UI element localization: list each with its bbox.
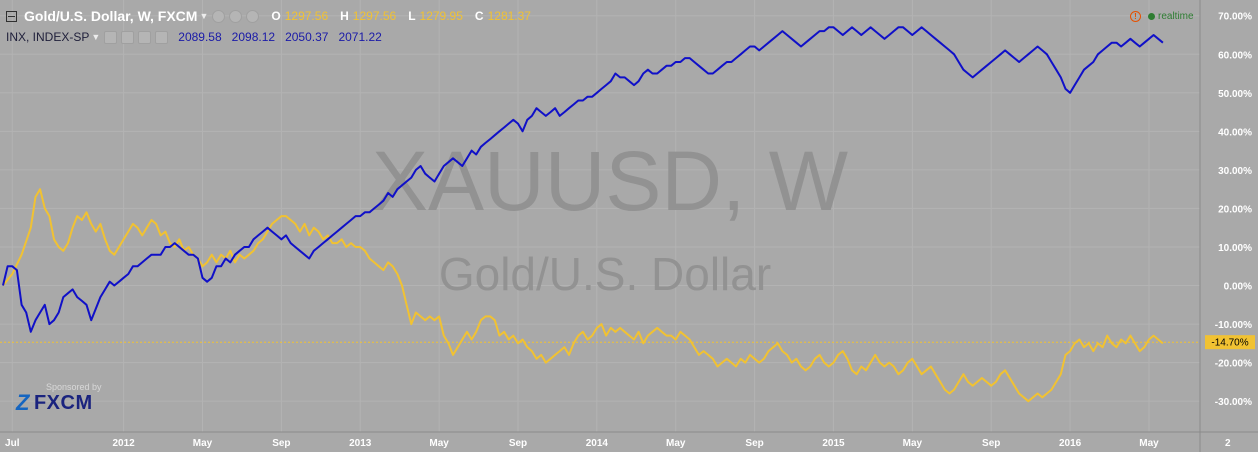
y-tick-label: 70.00% — [1218, 12, 1252, 23]
collapse-icon[interactable] — [6, 10, 17, 22]
x-tick-label: May — [429, 438, 449, 449]
settings-icon[interactable] — [229, 9, 243, 23]
x-tick-label: May — [193, 438, 213, 449]
compare-series-legend[interactable]: INX, INDEX-SP ▼ 2089.58 2098.12 2050.37 … — [6, 30, 382, 44]
y-tick-label: 10.00% — [1218, 243, 1252, 254]
eye-icon[interactable] — [212, 9, 226, 23]
compare-value-open: 2089.58 — [178, 30, 222, 44]
x-tick-label: 2014 — [586, 438, 609, 449]
y-tick-label: 60.00% — [1218, 50, 1252, 61]
x-tick-label: 2013 — [349, 438, 372, 449]
last-value-label: -14.70% — [1211, 338, 1248, 349]
x-axis[interactable]: Jul 2012 May Sep 2013 May Sep 2014 May Sep 2015 May… — [0, 431, 1258, 449]
y-tick-label: -10.00% — [1215, 320, 1252, 331]
close-label: C — [474, 9, 484, 23]
chevron-down-icon[interactable]: ▼ — [199, 11, 209, 21]
open-value: 1297.56 — [284, 9, 329, 23]
sponsor-label: Sponsored by — [46, 382, 102, 392]
more-icon[interactable] — [246, 9, 260, 23]
alert-icon[interactable]: ! — [1130, 11, 1141, 22]
watermark-symbol: XAUUSD, W — [372, 134, 848, 228]
x-tick-label: Sep — [272, 438, 290, 449]
compare-value-close: 2071.22 — [338, 30, 382, 44]
y-tick-label: 20.00% — [1218, 204, 1252, 215]
x-tick-label: Sep — [745, 438, 763, 449]
fxcm-logo-icon: Z — [16, 390, 30, 415]
close-value: 1281.37 — [487, 9, 531, 23]
x-tick-label: 2012 — [113, 438, 136, 449]
eye-icon[interactable] — [104, 30, 118, 44]
chevron-down-icon[interactable]: ▼ — [91, 32, 101, 42]
x-tick-label: May — [1139, 438, 1159, 449]
series-line-inx — [2, 26, 1164, 333]
series-line-gold — [2, 188, 1164, 403]
more-icon[interactable] — [155, 30, 169, 44]
y-tick-label: 50.00% — [1218, 89, 1252, 100]
realtime-label: realtime — [1158, 11, 1194, 22]
last-value-tag-bg — [1205, 335, 1255, 350]
open-label: O — [271, 9, 281, 23]
y-tick-label: -30.00% — [1215, 397, 1252, 408]
settings-icon[interactable] — [121, 30, 135, 44]
x-tick-label: May — [903, 438, 923, 449]
y-tick-label: 30.00% — [1218, 166, 1252, 177]
high-value: 1297.56 — [352, 9, 397, 23]
main-series-legend[interactable]: Gold/U.S. Dollar, W, FXCM ▼ O 1297.56 H … — [6, 8, 531, 24]
watermark-name: Gold/U.S. Dollar — [439, 248, 771, 300]
x-tick-label: 2 — [1225, 438, 1231, 449]
y-tick-label: 0.00% — [1224, 282, 1252, 293]
x-tick-label: Jul — [5, 438, 20, 449]
y-axis[interactable]: -30.00% -20.00% -10.00% 0.00% 10.00% 20.00% 30… — [1199, 0, 1252, 452]
compare-value-high: 2098.12 — [231, 30, 276, 44]
series-layer — [2, 26, 1164, 403]
close-icon[interactable] — [138, 30, 152, 44]
status-dot-icon — [1148, 13, 1155, 20]
x-tick-label: 2016 — [1059, 438, 1082, 449]
low-label: L — [408, 9, 416, 23]
y-tick-label: 40.00% — [1218, 127, 1252, 138]
y-tick-label: -20.00% — [1215, 359, 1252, 370]
x-tick-label: May — [666, 438, 686, 449]
sponsor-badge[interactable]: Sponsored by Z FXCM — [16, 382, 102, 416]
x-tick-label: Sep — [509, 438, 527, 449]
fxcm-brand: FXCM — [33, 391, 93, 414]
high-label: H — [340, 9, 349, 23]
realtime-indicator[interactable]: ! realtime — [1130, 11, 1194, 22]
x-tick-label: Sep — [982, 438, 1000, 449]
compare-value-low: 2050.37 — [285, 30, 329, 44]
last-value-tag: -14.70% — [1205, 335, 1255, 350]
x-tick-label: 2015 — [822, 438, 845, 449]
main-symbol-title[interactable]: Gold/U.S. Dollar, W, FXCM — [24, 8, 198, 24]
compare-symbol-title[interactable]: INX, INDEX-SP — [6, 30, 90, 44]
fxcm-logo[interactable]: Z FXCM — [16, 390, 102, 416]
low-value: 1279.95 — [419, 9, 463, 23]
